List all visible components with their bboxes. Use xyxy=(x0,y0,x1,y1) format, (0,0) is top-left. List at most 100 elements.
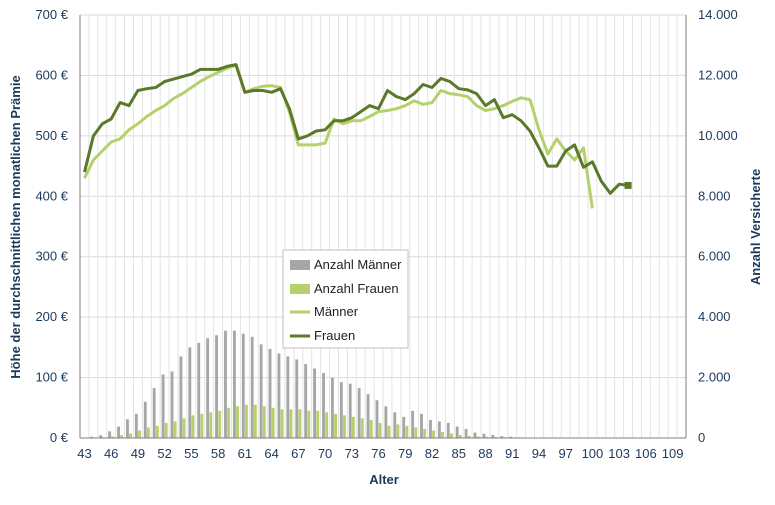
y-right-tick-label: 6.000 xyxy=(698,249,731,264)
bar-anzahl-frauen xyxy=(343,415,346,438)
y-left-tick-label: 300 € xyxy=(35,249,68,264)
bar-anzahl-maenner xyxy=(251,337,254,438)
legend-label-frauen: Frauen xyxy=(314,328,355,343)
x-tick-label: 46 xyxy=(104,446,118,461)
bar-anzahl-frauen xyxy=(397,424,400,438)
bar-anzahl-maenner xyxy=(349,384,352,438)
bar-anzahl-frauen xyxy=(405,426,408,438)
bar-anzahl-frauen xyxy=(352,417,355,438)
y-left-tick-label: 600 € xyxy=(35,67,68,82)
y-left-tick-label: 500 € xyxy=(35,128,68,143)
bar-anzahl-maenner xyxy=(304,364,307,438)
x-tick-label: 43 xyxy=(77,446,91,461)
bar-anzahl-maenner xyxy=(126,419,129,438)
line-frauen-end-marker xyxy=(625,182,632,189)
bar-anzahl-frauen xyxy=(307,411,310,438)
x-tick-label: 91 xyxy=(505,446,519,461)
bar-anzahl-frauen xyxy=(254,405,257,438)
bar-anzahl-frauen xyxy=(209,412,212,438)
bar-anzahl-maenner xyxy=(153,388,156,438)
y-axis-right-title: Anzahl Versicherte xyxy=(748,169,763,285)
y-right-tick-label: 14.000 xyxy=(698,7,738,22)
bar-anzahl-maenner xyxy=(313,369,316,438)
bar-anzahl-maenner xyxy=(108,431,111,438)
legend: Anzahl Männer Anzahl Frauen Männer Fraue… xyxy=(283,250,408,348)
bar-anzahl-frauen xyxy=(334,414,337,438)
bar-anzahl-frauen xyxy=(432,430,435,438)
bar-anzahl-maenner xyxy=(233,331,236,438)
bar-anzahl-frauen xyxy=(290,409,293,438)
bar-anzahl-maenner xyxy=(331,378,334,438)
bar-anzahl-frauen xyxy=(245,405,248,438)
y-left-tick-label: 700 € xyxy=(35,7,68,22)
bar-anzahl-maenner xyxy=(295,359,298,438)
bar-anzahl-frauen xyxy=(174,421,177,438)
y-right-tick-label: 12.000 xyxy=(698,67,738,82)
x-tick-label: 85 xyxy=(452,446,466,461)
bar-anzahl-maenner xyxy=(144,402,147,438)
x-tick-label: 100 xyxy=(582,446,604,461)
bar-anzahl-maenner xyxy=(482,434,485,438)
bar-anzahl-frauen xyxy=(272,408,275,438)
x-tick-label: 52 xyxy=(157,446,171,461)
y-left-tick-label: 0 € xyxy=(50,430,69,445)
bar-anzahl-frauen xyxy=(236,406,239,438)
bar-anzahl-maenner xyxy=(242,334,245,438)
bar-anzahl-maenner xyxy=(260,344,263,438)
bar-anzahl-maenner xyxy=(224,331,227,438)
x-tick-label: 58 xyxy=(211,446,225,461)
bar-anzahl-maenner xyxy=(367,394,370,438)
x-tick-label: 55 xyxy=(184,446,198,461)
bar-anzahl-maenner xyxy=(393,412,396,438)
bar-anzahl-maenner xyxy=(179,356,182,438)
bar-anzahl-frauen xyxy=(156,426,159,438)
bar-anzahl-maenner xyxy=(411,411,414,438)
bar-anzahl-maenner xyxy=(447,423,450,438)
bar-anzahl-maenner xyxy=(438,421,441,438)
bar-anzahl-maenner xyxy=(215,335,218,438)
bar-anzahl-frauen xyxy=(325,412,328,438)
bar-anzahl-frauen xyxy=(316,411,319,438)
legend-label-anzahl-maenner: Anzahl Männer xyxy=(314,257,402,272)
bar-anzahl-frauen xyxy=(165,423,168,438)
bar-anzahl-maenner xyxy=(197,343,200,438)
y-left-tick-label: 200 € xyxy=(35,309,68,324)
x-tick-label: 103 xyxy=(608,446,630,461)
bar-anzahl-frauen xyxy=(200,414,203,438)
bar-anzahl-maenner xyxy=(286,356,289,438)
lines xyxy=(85,65,632,209)
bar-anzahl-maenner xyxy=(376,400,379,438)
y-right-tick-label: 8.000 xyxy=(698,188,731,203)
bar-anzahl-frauen xyxy=(281,409,284,438)
x-tick-label: 79 xyxy=(398,446,412,461)
bar-anzahl-maenner xyxy=(474,433,477,438)
legend-label-maenner: Männer xyxy=(314,304,359,319)
bar-anzahl-frauen xyxy=(298,409,301,438)
bar-anzahl-frauen xyxy=(227,408,230,438)
x-tick-label: 70 xyxy=(318,446,332,461)
x-tick-label: 64 xyxy=(264,446,278,461)
bar-anzahl-maenner xyxy=(117,427,120,438)
bar-anzahl-maenner xyxy=(420,414,423,438)
bar-anzahl-frauen xyxy=(388,426,391,438)
bar-anzahl-maenner xyxy=(340,382,343,438)
x-tick-label: 49 xyxy=(131,446,145,461)
y-right-tick-label: 10.000 xyxy=(698,128,738,143)
y-right-tick-label: 2.000 xyxy=(698,370,731,385)
y-left-tick-label: 400 € xyxy=(35,188,68,203)
bar-anzahl-maenner xyxy=(188,347,191,438)
bar-anzahl-maenner xyxy=(456,427,459,438)
bar-anzahl-frauen xyxy=(138,430,141,438)
x-tick-label: 73 xyxy=(345,446,359,461)
bar-anzahl-maenner xyxy=(465,429,468,438)
bar-anzahl-frauen xyxy=(370,420,373,438)
bar-anzahl-maenner xyxy=(269,349,272,438)
x-tick-label: 67 xyxy=(291,446,305,461)
bar-anzahl-maenner xyxy=(429,420,432,438)
bar-anzahl-maenner xyxy=(384,406,387,438)
bar-anzahl-frauen xyxy=(379,423,382,438)
y-right-tick-label: 4.000 xyxy=(698,309,731,324)
bar-anzahl-maenner xyxy=(402,417,405,438)
x-tick-label: 76 xyxy=(371,446,385,461)
